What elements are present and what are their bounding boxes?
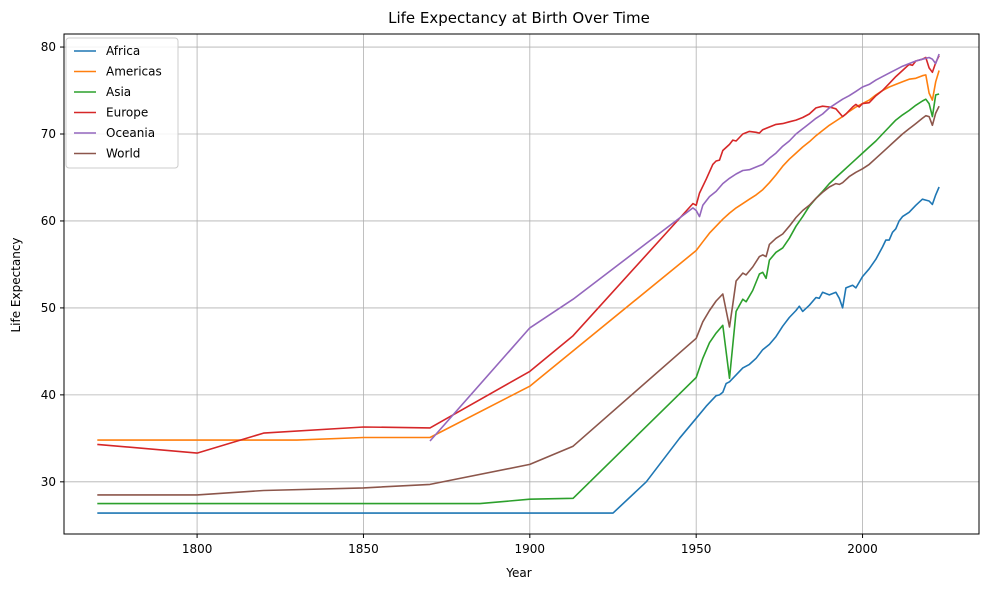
grid: [64, 34, 979, 534]
legend-label-europe: Europe: [106, 106, 148, 120]
series-lines: [97, 53, 940, 514]
legend-label-world: World: [106, 147, 140, 161]
x-tick-label: 1800: [182, 542, 213, 556]
series-line-world: [97, 105, 940, 496]
legend: Africa Americas Asia Europe Oceania World: [65, 37, 179, 169]
axis-ticks: 1800 1850 1900 1950 2000 30 40 50 60 70 80: [41, 40, 878, 556]
y-tick-label: 80: [41, 40, 56, 54]
y-tick-label: 50: [41, 301, 56, 315]
x-tick-label: 1900: [515, 542, 546, 556]
legend-label-asia: Asia: [106, 85, 131, 99]
legend-label-oceania: Oceania: [106, 126, 155, 140]
series-line-asia: [97, 93, 940, 505]
legend-label-africa: Africa: [106, 44, 140, 58]
x-tick-label: 1950: [681, 542, 712, 556]
series-line-europe: [97, 55, 940, 454]
plot-frame: [63, 33, 980, 535]
y-tick-label: 60: [41, 214, 56, 228]
series-line-africa: [97, 186, 940, 514]
x-tick-label: 2000: [847, 542, 878, 556]
y-tick-label: 30: [41, 475, 56, 489]
x-tick-label: 1850: [348, 542, 379, 556]
chart-title: Life Expectancy at Birth Over Time: [388, 9, 650, 27]
series-line-oceania: [429, 53, 940, 442]
y-axis-label: Life Expectancy: [9, 237, 23, 332]
series-line-americas: [97, 70, 940, 441]
x-axis-label: Year: [505, 566, 531, 580]
legend-box: [65, 37, 179, 169]
y-tick-label: 40: [41, 388, 56, 402]
y-tick-label: 70: [41, 127, 56, 141]
legend-label-americas: Americas: [106, 65, 162, 79]
